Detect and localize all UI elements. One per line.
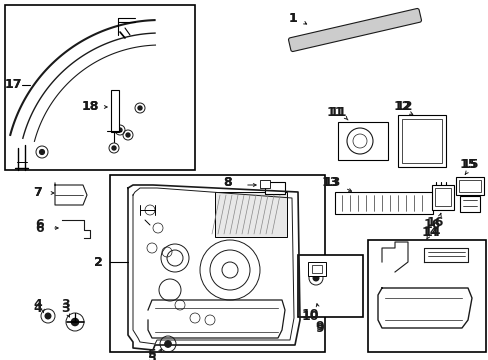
Circle shape — [126, 133, 130, 137]
Text: 3: 3 — [61, 302, 69, 315]
Bar — [111, 90, 119, 132]
Bar — [337, 122, 387, 160]
Text: 10: 10 — [301, 307, 318, 320]
FancyBboxPatch shape — [288, 9, 421, 51]
Text: 8: 8 — [223, 175, 232, 189]
Bar — [5, 5, 195, 170]
Bar — [455, 177, 483, 195]
Text: 16: 16 — [426, 216, 443, 229]
Text: 11: 11 — [328, 105, 346, 118]
Text: 7: 7 — [34, 186, 42, 199]
Text: 17: 17 — [4, 78, 21, 91]
Bar — [397, 115, 445, 167]
Bar — [458, 180, 480, 192]
Text: 14: 14 — [420, 225, 438, 238]
Text: 10: 10 — [301, 310, 318, 323]
Text: 9: 9 — [315, 321, 324, 334]
Text: 4: 4 — [34, 302, 42, 315]
Text: 18: 18 — [81, 100, 99, 113]
Text: 1: 1 — [288, 12, 297, 24]
Circle shape — [45, 313, 51, 319]
Text: 15: 15 — [460, 158, 478, 171]
Bar — [297, 255, 362, 317]
Text: 6: 6 — [36, 217, 44, 230]
Text: 12: 12 — [394, 100, 412, 113]
Bar — [110, 175, 325, 352]
Circle shape — [164, 341, 171, 347]
Text: 14: 14 — [423, 225, 440, 238]
Bar — [264, 182, 285, 194]
Text: 8: 8 — [223, 175, 232, 189]
Bar — [434, 188, 450, 206]
Text: 7: 7 — [34, 186, 42, 199]
Bar — [431, 185, 453, 210]
Text: 2: 2 — [93, 256, 102, 269]
Bar — [401, 119, 441, 163]
Text: 15: 15 — [458, 158, 476, 171]
Text: 13: 13 — [323, 175, 340, 189]
Text: 1: 1 — [288, 12, 297, 24]
Text: 5: 5 — [147, 351, 156, 360]
Text: 6: 6 — [36, 221, 44, 234]
Circle shape — [312, 275, 318, 281]
Bar — [367, 240, 485, 352]
Text: 4: 4 — [34, 297, 42, 310]
Bar — [307, 262, 325, 276]
Bar — [260, 180, 269, 188]
Text: 3: 3 — [61, 298, 69, 311]
Text: 12: 12 — [392, 100, 410, 113]
Text: 11: 11 — [325, 105, 343, 118]
Text: 13: 13 — [321, 175, 338, 189]
Circle shape — [138, 106, 142, 110]
Bar — [215, 192, 286, 237]
Circle shape — [118, 128, 122, 132]
Text: 5: 5 — [147, 348, 156, 360]
Bar — [459, 196, 479, 212]
Text: 2: 2 — [93, 256, 102, 269]
Circle shape — [112, 146, 116, 150]
Circle shape — [40, 150, 44, 154]
Text: 9: 9 — [315, 320, 324, 333]
Bar — [311, 265, 321, 273]
Text: 16: 16 — [423, 217, 440, 230]
Circle shape — [71, 318, 79, 325]
Text: 17: 17 — [4, 78, 21, 91]
Bar — [334, 192, 432, 214]
Text: 18: 18 — [81, 100, 99, 113]
